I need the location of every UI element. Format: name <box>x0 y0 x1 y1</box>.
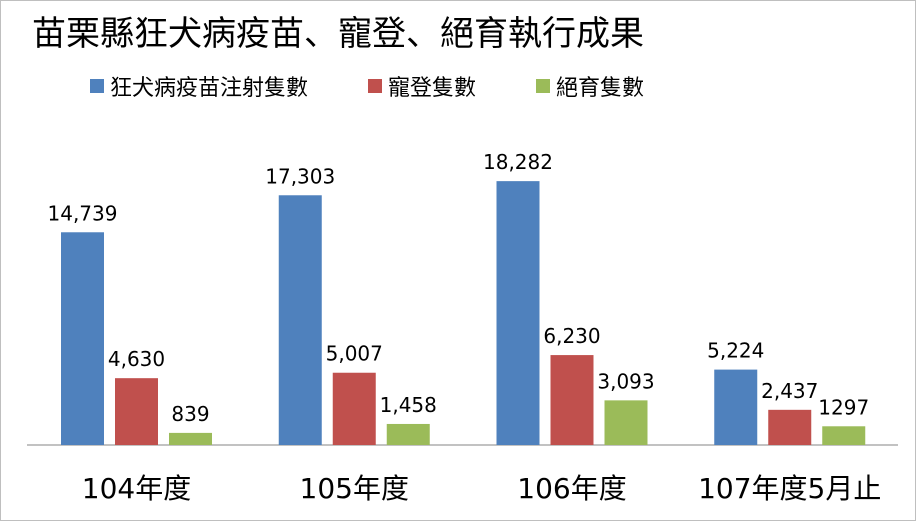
legend-label-sterilization: 絕育隻數 <box>556 76 645 101</box>
bar-s1-c0 <box>115 378 158 445</box>
legend-swatch-vaccine <box>90 79 104 93</box>
bar-s2-c1 <box>386 423 430 445</box>
x-tick-label-1: 105年度 <box>300 472 409 505</box>
bar-s2-c0 <box>169 432 212 445</box>
bar-s1-c2 <box>550 355 594 445</box>
bar-s0-c0 <box>61 232 104 445</box>
data-label-s2-c2: 3,093 <box>597 369 654 393</box>
data-label-s0-c0: 14,739 <box>48 201 118 225</box>
chart-title: 苗栗縣狂犬病疫苗、寵登、絕育執行成果 <box>32 14 644 54</box>
data-label-s1-c2: 6,230 <box>543 324 600 348</box>
data-label-s0-c1: 17,303 <box>265 164 335 188</box>
legend-item-registration: 寵登隻數 <box>368 70 476 102</box>
data-label-s1-c3: 2,437 <box>761 379 818 403</box>
bar-s0-c1 <box>278 195 322 445</box>
data-label-s2-c0: 839 <box>171 402 209 426</box>
legend-label-registration: 寵登隻數 <box>388 76 477 101</box>
x-tick-label-3: 107年度5月止 <box>698 472 881 505</box>
x-tick-label-0: 104年度 <box>82 472 191 505</box>
data-label-s1-c0: 4,630 <box>108 347 165 371</box>
bar-s0-c3 <box>714 369 758 445</box>
legend-swatch-registration <box>368 79 383 93</box>
legend-label-vaccine: 狂犬病疫苗注射隻數 <box>110 76 309 101</box>
data-label-s1-c1: 5,007 <box>326 342 383 366</box>
x-tick-label-2: 106年度 <box>517 472 626 505</box>
data-label-s0-c2: 18,282 <box>483 150 553 174</box>
data-label-s0-c3: 5,224 <box>707 339 764 363</box>
bar-s2-c2 <box>604 400 648 445</box>
data-label-s2-c3: 1297 <box>818 395 869 419</box>
bar-s2-c3 <box>822 426 866 445</box>
legend-swatch-sterilization <box>536 79 551 93</box>
bar-s0-c2 <box>496 181 540 445</box>
legend: 狂犬病疫苗注射隻數 寵登隻數 絕育隻數 <box>90 70 704 102</box>
bar-s1-c1 <box>332 372 376 445</box>
data-label-s2-c1: 1,458 <box>380 393 437 417</box>
legend-item-sterilization: 絕育隻數 <box>536 70 644 102</box>
legend-item-vaccine: 狂犬病疫苗注射隻數 <box>90 70 308 102</box>
bar-s1-c3 <box>768 409 812 445</box>
